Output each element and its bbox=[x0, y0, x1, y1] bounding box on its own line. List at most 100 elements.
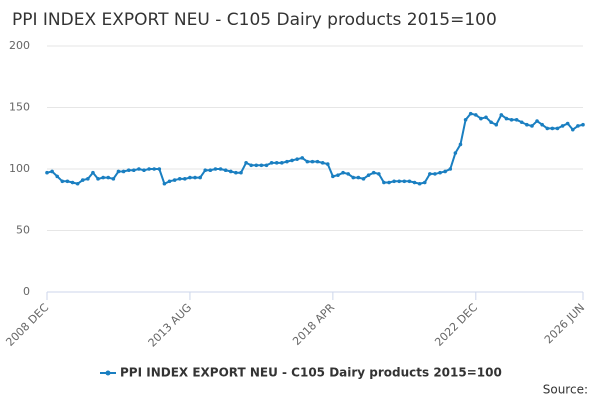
point bbox=[280, 161, 284, 165]
point bbox=[45, 170, 49, 175]
point bbox=[387, 180, 391, 185]
point bbox=[474, 113, 478, 117]
point bbox=[167, 179, 172, 184]
point bbox=[208, 168, 213, 173]
point bbox=[177, 177, 182, 181]
point bbox=[428, 172, 432, 176]
point bbox=[417, 181, 422, 186]
x-tick-label: 2018 APR bbox=[290, 301, 337, 348]
point bbox=[484, 115, 488, 120]
point bbox=[371, 170, 376, 175]
point bbox=[91, 170, 95, 175]
point bbox=[560, 124, 565, 128]
point bbox=[75, 181, 80, 186]
point bbox=[131, 168, 136, 173]
point bbox=[397, 179, 402, 184]
x-tick-label: 2008 DEC bbox=[3, 301, 51, 349]
point bbox=[525, 122, 529, 127]
point bbox=[331, 174, 335, 179]
point bbox=[172, 178, 177, 182]
point bbox=[448, 167, 453, 171]
y-tick-label: 50 bbox=[16, 224, 30, 237]
point bbox=[468, 111, 473, 116]
point bbox=[213, 167, 218, 171]
point bbox=[540, 122, 544, 127]
x-tick-label: 2026 JUN bbox=[542, 301, 587, 346]
point bbox=[96, 177, 100, 181]
point bbox=[366, 173, 371, 177]
point bbox=[382, 180, 386, 185]
point bbox=[147, 167, 151, 171]
point bbox=[377, 172, 381, 176]
point bbox=[249, 163, 253, 168]
point bbox=[70, 180, 75, 185]
point bbox=[494, 122, 499, 127]
point bbox=[407, 179, 412, 184]
point bbox=[356, 175, 361, 180]
point bbox=[422, 180, 427, 185]
point bbox=[111, 177, 116, 181]
point bbox=[361, 177, 366, 181]
point bbox=[576, 124, 580, 128]
point bbox=[162, 181, 167, 186]
point bbox=[315, 159, 320, 164]
point bbox=[203, 168, 208, 173]
point bbox=[402, 179, 407, 184]
point bbox=[234, 170, 238, 175]
point bbox=[550, 126, 555, 131]
point bbox=[193, 175, 197, 180]
x-tick-label: 2013 AUG bbox=[146, 301, 195, 350]
point bbox=[244, 161, 248, 165]
legend-label: PPI INDEX EXPORT NEU - C105 Dairy produc… bbox=[120, 366, 502, 380]
point bbox=[300, 156, 305, 160]
y-tick-label: 0 bbox=[23, 285, 30, 298]
point bbox=[555, 126, 560, 131]
point bbox=[101, 175, 105, 180]
point bbox=[264, 163, 269, 168]
point bbox=[351, 175, 356, 180]
point bbox=[499, 113, 504, 117]
point bbox=[86, 177, 90, 181]
point bbox=[489, 120, 493, 125]
point bbox=[295, 157, 299, 161]
point bbox=[479, 116, 483, 121]
source: Source: bbox=[543, 383, 588, 397]
point bbox=[412, 180, 417, 185]
point bbox=[50, 169, 54, 174]
point bbox=[152, 167, 156, 171]
point bbox=[116, 169, 121, 174]
point bbox=[336, 173, 340, 177]
point bbox=[535, 119, 539, 123]
point bbox=[290, 158, 294, 163]
point bbox=[218, 167, 223, 171]
point bbox=[392, 179, 396, 184]
point bbox=[121, 169, 126, 174]
point bbox=[433, 172, 437, 176]
point bbox=[581, 122, 585, 127]
point bbox=[325, 162, 330, 166]
point bbox=[157, 167, 162, 171]
point bbox=[570, 127, 575, 132]
point bbox=[463, 118, 468, 122]
point bbox=[453, 151, 458, 155]
point bbox=[259, 163, 264, 168]
point bbox=[65, 179, 70, 184]
point bbox=[60, 179, 65, 184]
point bbox=[438, 170, 442, 175]
point bbox=[228, 169, 233, 174]
point bbox=[137, 167, 141, 171]
point bbox=[530, 124, 534, 128]
y-tick-label: 100 bbox=[9, 162, 30, 175]
point bbox=[341, 170, 345, 175]
point bbox=[198, 175, 202, 180]
point bbox=[519, 120, 524, 125]
point bbox=[239, 170, 243, 175]
point bbox=[223, 168, 228, 173]
y-tick-label: 200 bbox=[9, 39, 30, 52]
point bbox=[55, 174, 60, 179]
x-tick-label: 2022 DEC bbox=[432, 301, 480, 349]
point bbox=[183, 177, 187, 181]
point bbox=[126, 168, 131, 173]
point bbox=[142, 168, 146, 173]
